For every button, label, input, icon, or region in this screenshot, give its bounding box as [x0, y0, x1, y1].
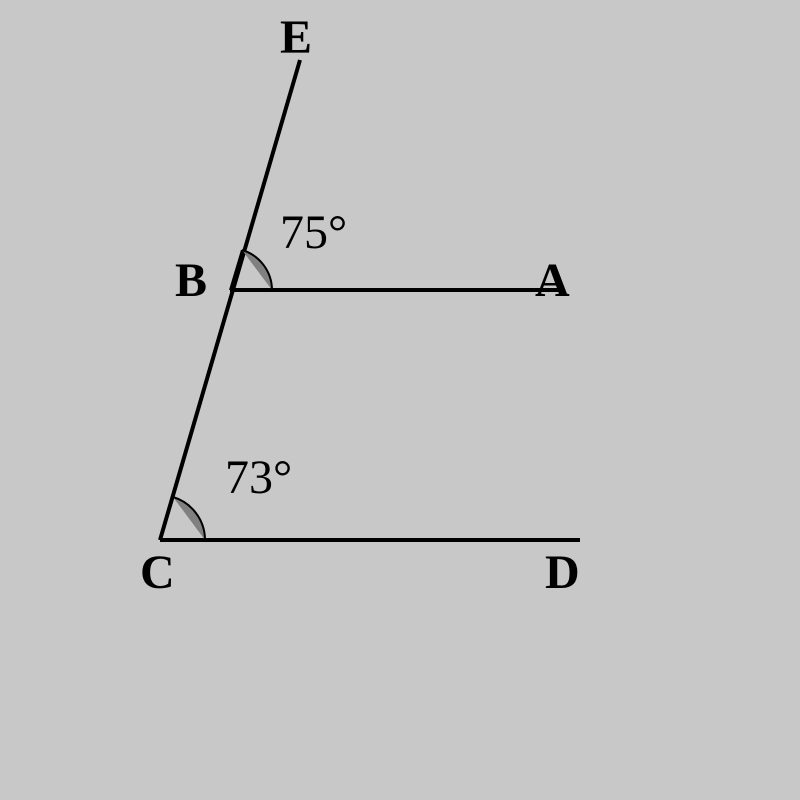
- point-label-E: E: [280, 10, 312, 65]
- angle-value-C: 73°: [225, 450, 292, 505]
- angle-arc-C: [0, 0, 800, 800]
- point-label-C: C: [140, 545, 175, 600]
- angle-value-B: 75°: [280, 205, 347, 260]
- geometry-diagram: E B A C D 75° 73°: [0, 0, 800, 800]
- point-label-D: D: [545, 545, 580, 600]
- point-label-A: A: [535, 253, 570, 308]
- point-label-B: B: [175, 253, 207, 308]
